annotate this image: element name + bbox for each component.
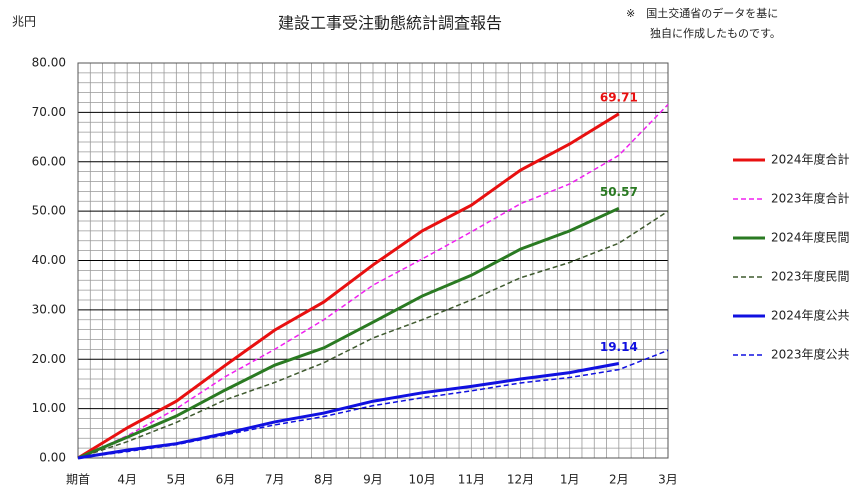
legend-label: 2024年度民間	[771, 230, 850, 245]
x-tick-label: 1月	[560, 473, 580, 487]
value-label: 19.14	[600, 340, 638, 354]
x-tick-label: 期首	[66, 473, 90, 487]
series-line	[77, 349, 669, 459]
x-tick-label: 7月	[265, 473, 285, 487]
x-tick-label: 5月	[167, 473, 187, 487]
y-tick-label: 20.00	[32, 352, 66, 366]
legend-label: 2024年度公共	[771, 308, 850, 323]
y-axis-label: 兆円	[12, 15, 36, 29]
legend-label: 2023年度合計	[771, 191, 850, 206]
y-tick-label: 60.00	[32, 154, 66, 168]
x-tick-label: 3月	[658, 473, 678, 487]
x-tick-label: 11月	[458, 473, 485, 487]
y-tick-label: 30.00	[32, 302, 66, 316]
legend-label: 2023年度民間	[771, 269, 850, 284]
x-tick-label: 8月	[314, 473, 334, 487]
y-tick-label: 0.00	[39, 451, 66, 465]
plot-border	[77, 62, 669, 459]
chart-title: 建設工事受注動態統計調査報告	[278, 14, 502, 33]
value-label: 50.57	[600, 185, 638, 199]
note: 独自に作成したものです。	[650, 27, 781, 40]
series-line	[77, 112, 620, 460]
x-tick-label: 6月	[216, 473, 236, 487]
series-line	[77, 362, 620, 460]
x-tick-label: 9月	[363, 473, 383, 487]
y-tick-label: 10.00	[32, 401, 66, 415]
legend-label: 2023年度公共	[771, 347, 850, 362]
value-label: 69.71	[600, 90, 638, 104]
series-line	[77, 206, 620, 460]
x-tick-label: 4月	[117, 473, 137, 487]
series-line	[77, 210, 669, 459]
series-line	[77, 103, 669, 459]
x-tick-label: 12月	[507, 473, 534, 487]
legend-label: 2024年度合計	[771, 152, 850, 167]
y-tick-label: 50.00	[32, 204, 66, 218]
x-tick-label: 2月	[609, 473, 629, 487]
y-tick-label: 70.00	[32, 105, 66, 119]
note: ※ 国土交通省のデータを基に	[626, 6, 778, 20]
y-tick-label: 40.00	[32, 253, 66, 267]
x-tick-label: 10月	[409, 473, 436, 487]
y-tick-label: 80.00	[32, 56, 66, 70]
